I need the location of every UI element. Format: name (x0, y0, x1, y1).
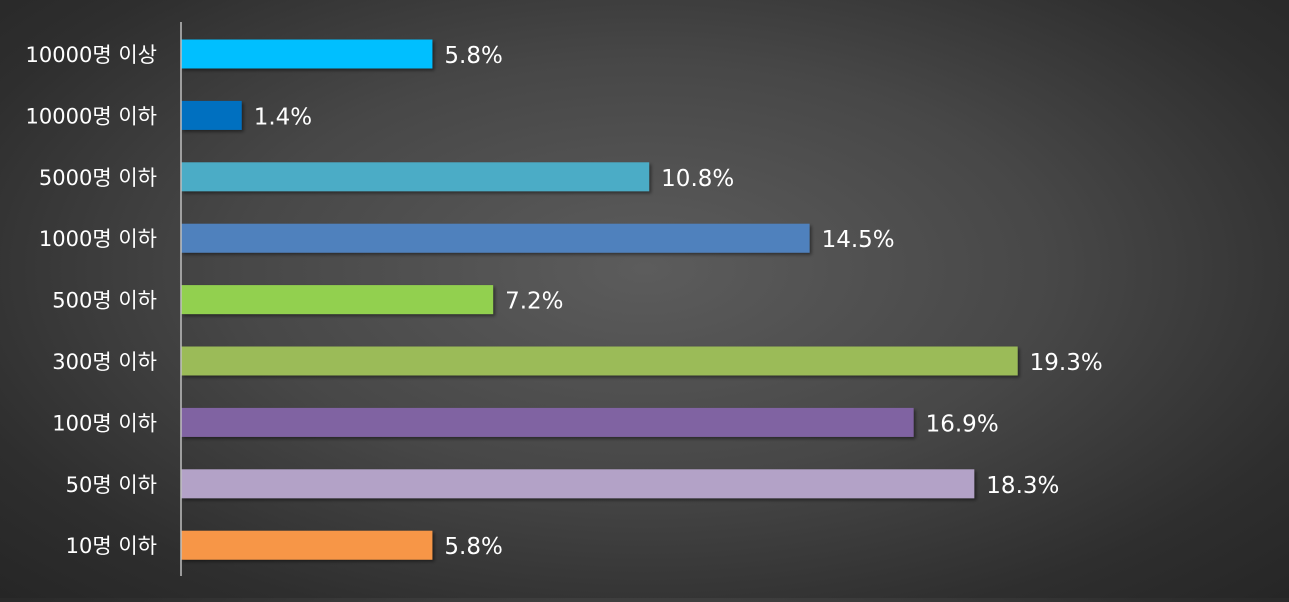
category-label: 50명 이하 (66, 473, 157, 497)
bar (181, 100, 242, 130)
category-label: 10명 이하 (66, 534, 157, 558)
bar (181, 346, 1018, 376)
bar (181, 162, 650, 192)
category-label: 100명 이하 (52, 411, 157, 435)
bar (181, 469, 975, 499)
category-label: 1000명 이하 (39, 227, 157, 251)
data-label: 18.3% (986, 473, 1059, 499)
category-label: 5000명 이하 (39, 166, 157, 190)
bar (181, 285, 494, 315)
data-label: 5.8% (444, 534, 502, 560)
data-label: 10.8% (661, 166, 734, 192)
data-label: 5.8% (444, 43, 502, 69)
data-label: 14.5% (822, 227, 895, 253)
data-label: 7.2% (505, 289, 563, 315)
bar (181, 223, 810, 253)
bar (181, 39, 433, 69)
category-label: 500명 이하 (52, 289, 157, 313)
bars-layer: 10000명 이상 5.8% 10000명 이하 1.4% 5000명 이하 10.8% 1… (26, 39, 1103, 560)
category-label: 10000명 이하 (26, 104, 157, 128)
data-label: 16.9% (926, 411, 999, 437)
data-label: 1.4% (254, 104, 312, 130)
bar (181, 407, 914, 437)
data-label: 19.3% (1030, 350, 1103, 376)
bar (181, 530, 433, 560)
category-label: 10000명 이상 (26, 43, 157, 67)
category-label: 300명 이하 (52, 350, 157, 374)
